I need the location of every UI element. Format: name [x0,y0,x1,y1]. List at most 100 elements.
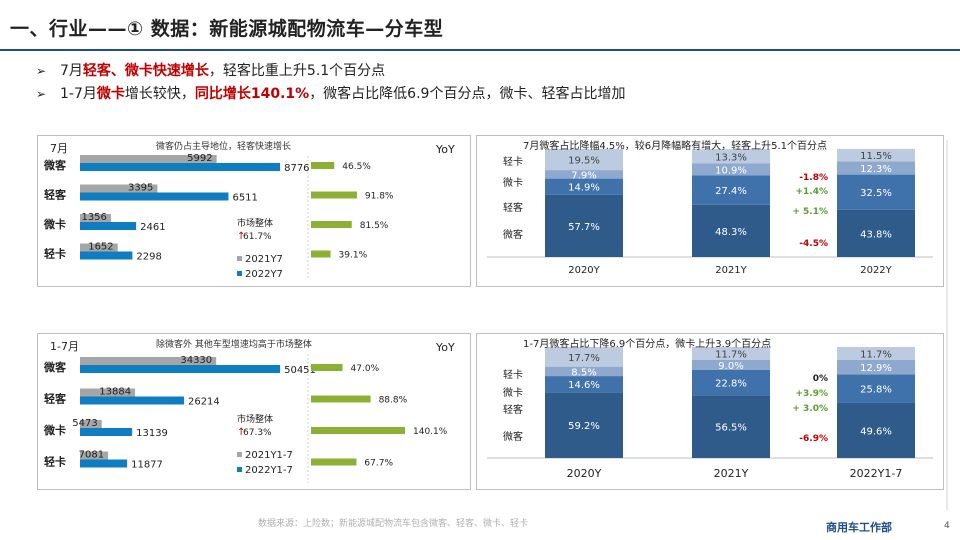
finding-1-run: ，轻客比重上升5.1个百分点 [208,63,386,79]
yoy-bar [311,364,343,371]
yoy-bar [311,250,331,258]
ytd-volume-chart: 1-7月 除微客外 其他车型增速均高于市场整体 YoY 微客 34330 50451 47.… [43,338,455,483]
category-label: 2022Y1-7 [850,467,903,480]
value-label-curr: 2461 [140,222,165,233]
category-label: 轻卡 [44,247,66,261]
bullet-arrow-icon: ➢ [36,64,47,78]
value-label-curr: 2298 [136,252,161,263]
segment-label: 9.0% [718,361,743,372]
segment-label: 12.9% [860,363,892,374]
yoy-header: YoY [435,341,455,354]
segment-label: 11.7% [860,349,892,360]
stack-segment [837,359,915,375]
segment-label: 22.8% [715,379,747,390]
segment-label: 56.5% [715,423,747,434]
segment-label: 13.3% [715,152,747,163]
bar-prev [80,420,102,428]
stack-segment [837,161,915,175]
bar-curr [80,459,128,468]
row-label: 微卡 [503,176,523,189]
segment-label: 43.8% [860,229,892,240]
yoy-header: YoY [435,143,455,156]
stack-segment [545,178,623,195]
stack-segment [692,369,770,396]
legend-swatch-prev [237,256,242,261]
chart-title: 微客仍占主导地位，轻客快速增长 [156,140,291,152]
share-delta: +3.9% [795,389,828,399]
value-label-curr: 50451 [284,365,316,376]
market-label: 市场整体 [237,217,273,229]
category-label: 2021Y [715,265,747,276]
bar-curr [80,192,229,201]
segment-label: 57.7% [568,222,600,233]
stack-segment [545,392,623,458]
finding-1-run: 轻客、微卡快速增长 [82,63,209,79]
segment-label: 11.7% [715,349,747,360]
category-label: 2020Y [568,265,600,276]
finding-2-run: 同比增长140.1% [194,86,310,102]
finding-1-run: 7月 [60,63,83,79]
finding-2-text: 1-7月微卡增长较快，同比增长140.1%，微客占比降低6.9个百分点，微卡、轻… [60,83,625,106]
bar-curr [80,163,281,171]
row-label: 微客 [503,430,523,443]
value-label-prev: 5473 [72,418,97,429]
stack-segment [545,376,623,393]
yoy-bar [311,162,335,169]
panel-label: 1-7月 [50,340,79,353]
category-label: 2020Y [567,467,602,480]
value-label-curr: 13139 [136,428,168,439]
value-label-prev: 1356 [81,212,106,223]
segment-label: 59.2% [568,421,600,432]
bar-prev [80,214,111,222]
value-label-curr: 11877 [131,460,163,471]
bar-prev [80,155,217,163]
segment-label: 14.6% [568,380,600,391]
bar-curr [80,222,137,230]
segment-label: 25.8% [860,385,892,396]
value-label-prev: 1652 [88,242,113,253]
category-label: 2022Y [860,265,892,276]
stack-segment [837,174,915,210]
share-delta: -4.5% [799,239,828,249]
row-label: 轻卡 [503,368,523,381]
ytd-volume-panel: 1-7月 除微客外 其他车型增速均高于市场整体 YoY 微客 34330 50451 47.… [37,333,471,490]
value-label-prev: 13884 [99,387,131,398]
row-label: 微卡 [503,386,523,399]
stack-segment [692,163,770,176]
share-delta: -6.9% [799,434,828,444]
share-delta: +1.4% [795,187,828,197]
market-yoy: 61.7% [243,232,272,242]
stack-segment [837,402,915,458]
category-label: 轻卡 [44,455,66,469]
chart-title: 7月微客占比降幅4.5%，较6月降幅略有增大，轻客上升5.1个百分点 [523,139,827,152]
category-label: 微卡 [43,217,66,231]
row-label: 轻卡 [503,155,523,168]
ytd-share-chart: 59.2%14.6%8.5%17.7%2020Y56.5%22.8%9.0%11… [487,337,933,480]
yoy-label: 67.7% [364,459,393,469]
share-delta: + 5.1% [792,207,828,217]
segment-label: 11.5% [860,151,892,162]
stack-segment [545,170,623,179]
stack-segment [545,347,623,367]
stack-segment [837,374,915,403]
bullet-arrow-icon: ➢ [36,87,47,101]
row-label: 轻客 [503,201,523,214]
up-arrow-icon: ↑ [237,427,245,438]
value-label-prev: 3395 [128,183,153,194]
finding-2-run: 增长较快， [124,86,195,102]
jul-share-panel: 57.7% 14.9% 7.9% 19.5% 2020Y 48.3% 27.4% 10.9% 1… [476,135,944,287]
stack-segment [837,148,915,162]
segment-label: 7.9% [571,170,596,181]
finding-2: ➢ 1-7月微卡增长较快，同比增长140.1%，微客占比降低6.9个百分点，微卡… [36,83,625,106]
bar-curr [80,428,133,436]
stack-segment [692,175,770,205]
segment-label: 32.5% [860,188,892,199]
finding-2-run: ，微客占比降低6.9个百分点，微卡、轻客占比增加 [309,86,626,102]
stack-segment [692,347,770,360]
legend-swatch-prev [237,452,242,457]
yoy-label: 81.5% [360,221,389,231]
chart-title: 除微客外 其他车型增速均高于市场整体 [156,338,312,350]
stack-segment [545,149,623,171]
bar-prev [80,388,136,397]
jul-volume-chart: 7月 微客仍占主导地位，轻客快速增长 YoY 微客 5992 8776 46.5% 轻客 339… [43,140,455,280]
